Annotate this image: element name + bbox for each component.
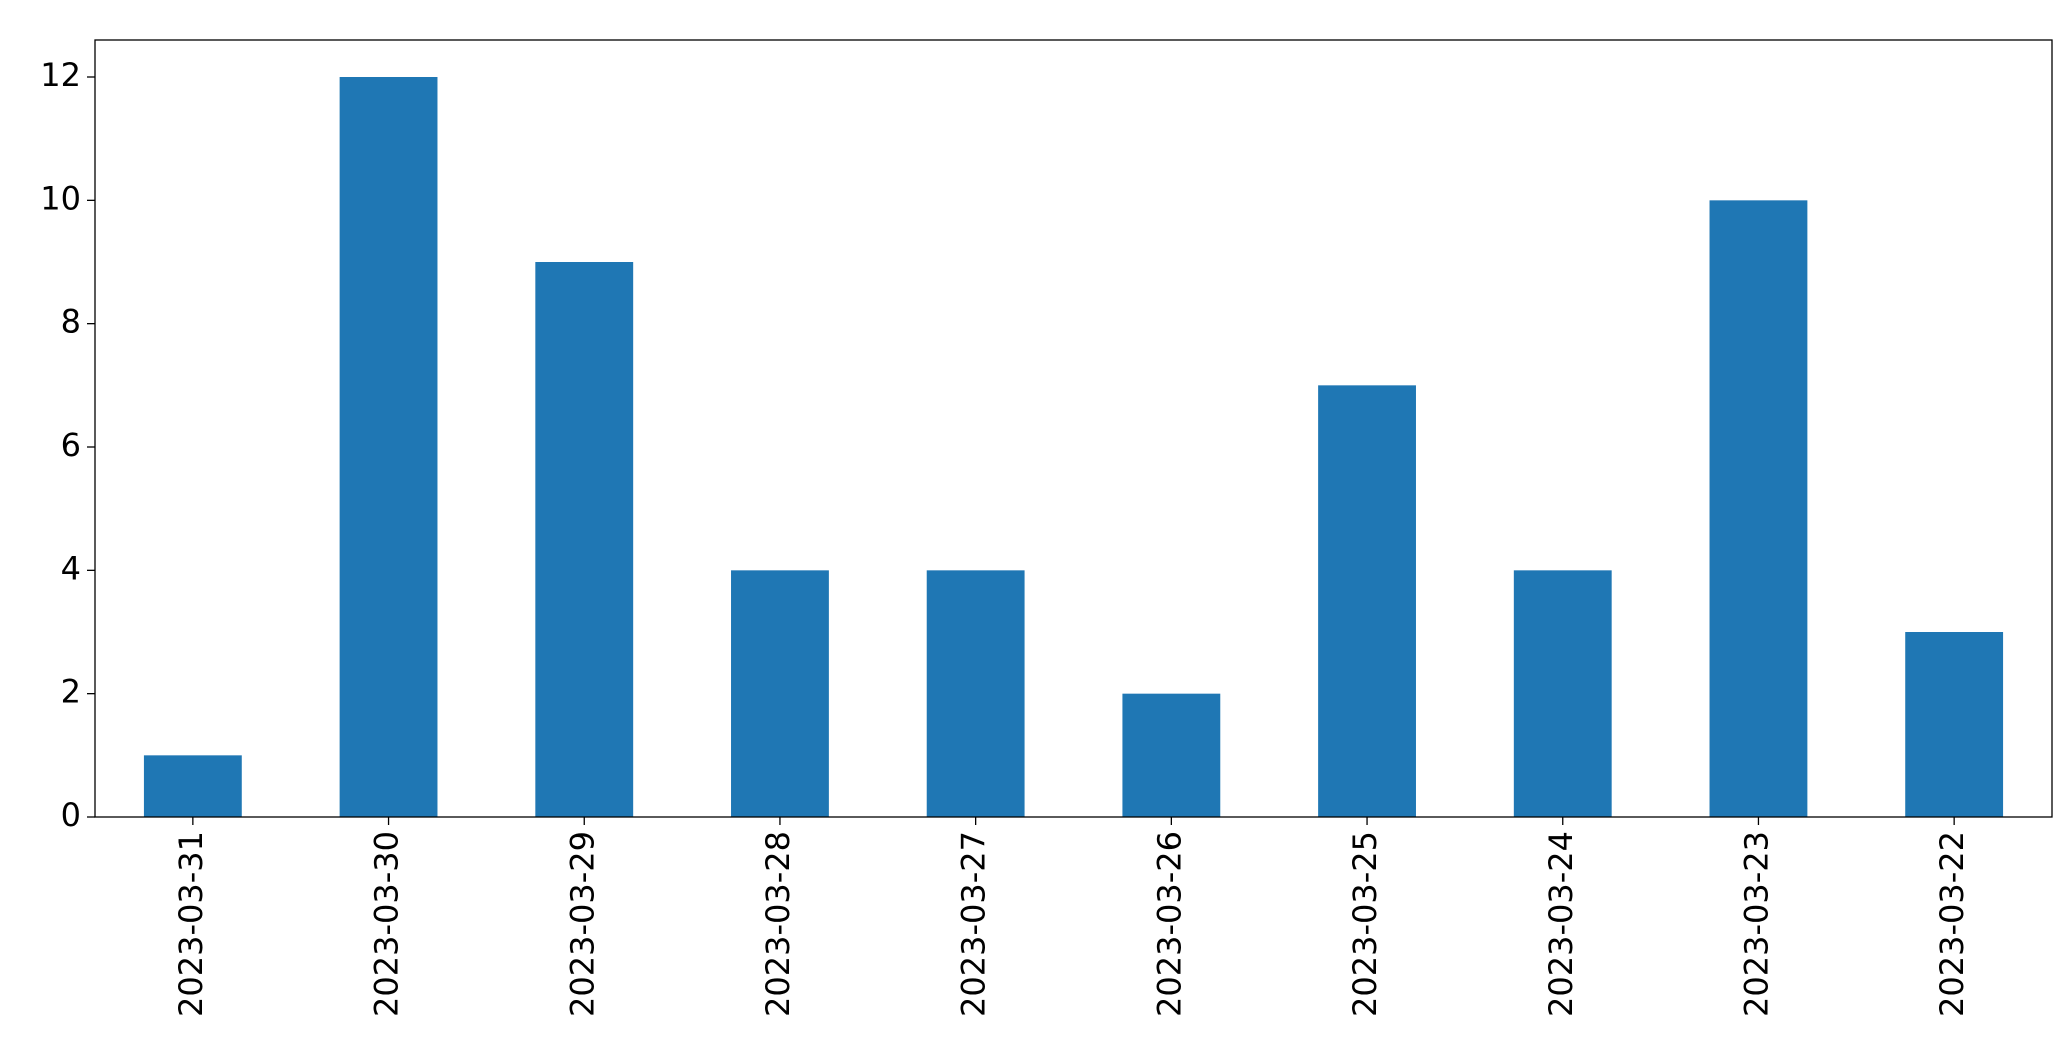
- y-tick-label: 6: [61, 426, 81, 464]
- x-tick-label: 2023-03-31: [172, 831, 210, 1017]
- x-tick-label: 2023-03-22: [1933, 831, 1971, 1017]
- x-tick-label: 2023-03-27: [955, 831, 993, 1017]
- x-tick-label: 2023-03-23: [1737, 831, 1775, 1017]
- x-tick-label: 2023-03-28: [759, 831, 797, 1017]
- y-tick-label: 10: [40, 179, 81, 217]
- bar: [1318, 385, 1416, 817]
- y-tick-label: 4: [61, 549, 81, 587]
- bar: [1122, 693, 1221, 817]
- bar: [1905, 632, 2004, 817]
- bar: [1709, 200, 1808, 818]
- plot-frame: [94, 39, 2053, 818]
- bar: [535, 262, 634, 817]
- y-tick-label: 2: [61, 673, 81, 711]
- bar: [731, 570, 829, 817]
- x-tick-label: 2023-03-29: [563, 831, 601, 1017]
- bar: [1513, 570, 1612, 817]
- y-tick-label: 12: [40, 56, 81, 94]
- x-tick-label: 2023-03-25: [1346, 831, 1384, 1017]
- bar: [926, 570, 1025, 817]
- x-tick-label: 2023-03-24: [1542, 831, 1580, 1017]
- bar: [143, 755, 242, 817]
- x-tick-label: 2023-03-26: [1150, 831, 1188, 1017]
- x-tick-label: 2023-03-30: [368, 831, 406, 1017]
- y-tick-label: 0: [61, 796, 81, 834]
- y-tick-label: 8: [61, 303, 81, 341]
- bar: [339, 77, 438, 817]
